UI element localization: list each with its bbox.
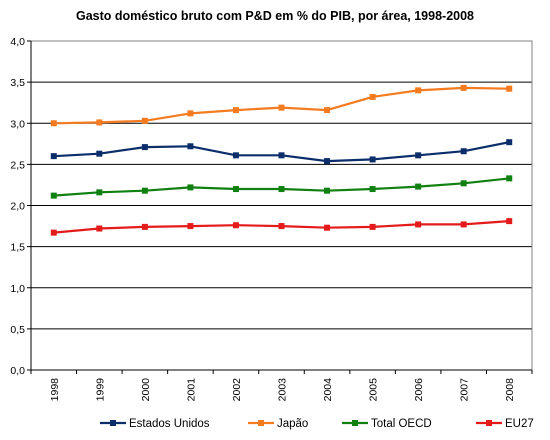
data-point-s1-8 [415,87,422,94]
data-point-s0-4 [232,152,239,159]
data-point-s0-9 [460,148,467,155]
data-point-s3-10 [506,218,513,225]
x-tick-label: 2002 [231,378,243,402]
data-point-s3-7 [369,223,376,230]
x-tick-label: 2006 [413,378,425,402]
data-point-s0-7 [369,156,376,163]
data-point-s2-6 [324,187,331,194]
x-tick-label: 1998 [49,378,61,402]
data-point-s1-7 [369,93,376,100]
x-tick-label: 2007 [459,378,471,402]
legend-marker-2 [352,420,358,426]
data-point-s3-9 [460,221,467,228]
data-point-s1-2 [141,117,148,124]
data-point-s3-0 [50,229,57,236]
data-point-s1-1 [96,119,103,126]
data-point-s1-10 [506,85,513,92]
data-point-s1-6 [324,107,331,114]
data-point-s2-10 [506,175,513,182]
data-point-s2-5 [278,186,285,193]
legend-label: EU27 [505,418,534,430]
data-point-s1-5 [278,104,285,111]
data-point-s2-2 [141,187,148,194]
data-point-s3-2 [141,223,148,230]
data-point-s3-6 [324,224,331,231]
legend-label: Japão [277,418,308,430]
y-tick-label: 0,5 [10,324,25,336]
data-point-s0-10 [506,139,513,146]
y-tick-label: 2,5 [10,159,25,171]
data-point-s2-1 [96,189,103,196]
legend-label: Estados Unidos [129,418,210,430]
y-tick-label: 2,0 [10,201,25,213]
data-point-s2-4 [232,186,239,193]
legend-label: Total OECD [371,418,432,430]
y-tick-label: 1,0 [10,283,25,295]
data-point-s3-5 [278,223,285,230]
y-tick-label: 3,0 [10,118,25,130]
data-point-s2-9 [460,180,467,187]
x-tick-label: 1999 [94,378,106,402]
data-point-s1-4 [232,107,239,114]
data-point-s2-8 [415,183,422,190]
data-point-s0-0 [50,153,57,160]
data-point-s2-7 [369,186,376,193]
x-tick-label: 2005 [368,378,380,402]
legend-marker-3 [486,420,492,426]
data-point-s0-3 [187,143,194,150]
data-point-s2-3 [187,184,194,191]
x-tick-label: 2000 [140,378,152,402]
chart-title: Gasto doméstico bruto com P&D em % do PI… [76,9,474,23]
data-point-s0-5 [278,152,285,159]
legend-marker-1 [258,420,264,426]
y-tick-label: 1,5 [10,242,25,254]
legend-marker-0 [110,420,116,426]
data-point-s0-1 [96,150,103,157]
y-tick-label: 0,0 [10,365,25,377]
data-point-s3-4 [232,222,239,229]
y-tick-label: 4,0 [10,36,25,48]
data-point-s3-3 [187,223,194,230]
data-point-s1-0 [50,120,57,127]
data-point-s1-3 [187,110,194,117]
data-point-s0-8 [415,152,422,159]
x-tick-label: 2008 [504,378,516,402]
data-point-s3-1 [96,225,103,232]
data-point-s0-6 [324,158,331,165]
data-point-s3-8 [415,221,422,228]
x-tick-label: 2003 [277,378,289,402]
data-point-s2-0 [50,192,57,199]
x-tick-label: 2001 [185,378,197,402]
data-point-s1-9 [460,84,467,91]
x-tick-label: 2004 [322,378,334,402]
y-tick-label: 3,5 [10,77,25,89]
data-point-s0-2 [141,144,148,151]
